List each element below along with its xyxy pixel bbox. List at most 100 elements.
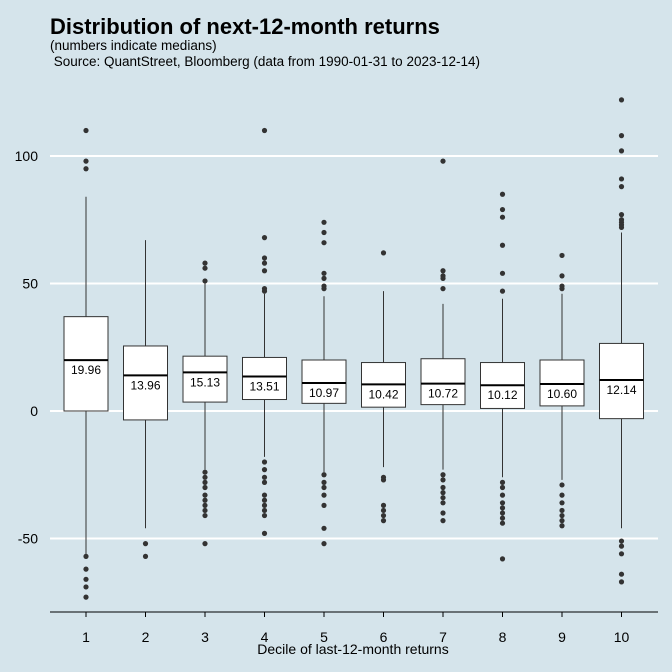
outlier-point — [618, 579, 625, 585]
box-iqr — [63, 316, 109, 412]
box-group: 10.60 — [539, 252, 585, 529]
outlier-point — [618, 543, 625, 549]
x-tick-label: 10 — [614, 629, 630, 645]
outlier-point — [499, 288, 506, 294]
outlier-point — [499, 206, 506, 213]
outlier-point — [261, 288, 268, 294]
median-label: 13.96 — [130, 378, 160, 392]
outlier-point — [321, 541, 327, 547]
outlier-point — [559, 286, 565, 292]
outlier-point — [261, 474, 268, 480]
x-tick-label: 4 — [261, 629, 269, 645]
outlier-point — [83, 166, 89, 172]
outlier-point — [261, 127, 268, 134]
outlier-point — [559, 482, 565, 488]
box-group: 10.42 — [361, 250, 406, 524]
outlier-point — [202, 484, 208, 491]
outlier-point — [321, 484, 327, 491]
outlier-point — [321, 286, 327, 292]
outlier-point — [321, 472, 327, 478]
outlier-point — [380, 477, 387, 483]
outlier-point — [559, 492, 565, 498]
outlier-point — [618, 176, 625, 182]
box-group: 12.14 — [599, 97, 644, 585]
outlier-point — [559, 507, 565, 514]
x-tick-label: 8 — [499, 629, 507, 645]
median-label: 10.12 — [487, 388, 517, 402]
outlier-point — [202, 479, 208, 485]
outlier-point — [559, 518, 565, 524]
outlier-point — [83, 566, 89, 572]
outlier-point — [202, 260, 208, 266]
outlier-point — [202, 492, 208, 498]
outlier-point — [559, 273, 565, 279]
outlier-point — [380, 507, 387, 514]
outlier-point — [261, 492, 268, 498]
outlier-point — [380, 518, 387, 524]
boxes: 19.96 13.96 15.13 13.51 10.97 10.42 10.72 10.12… — [63, 97, 644, 600]
outlier-point — [559, 252, 565, 259]
box-iqr — [242, 356, 287, 401]
outlier-point — [83, 576, 89, 582]
outlier-point — [440, 275, 446, 281]
outlier-point — [618, 538, 625, 544]
chart-title: Distribution of next-12-month returns — [50, 14, 440, 39]
outlier-point — [261, 467, 268, 473]
outlier-point — [440, 490, 446, 496]
outlier-point — [261, 507, 268, 514]
outlier-point — [559, 512, 565, 519]
outlier-point — [440, 518, 446, 524]
box-iqr — [539, 359, 585, 407]
outlier-point — [499, 479, 506, 485]
y-tick-label: 50 — [22, 276, 38, 292]
box-group: 10.97 — [301, 219, 347, 547]
outlier-point — [618, 551, 625, 557]
outlier-point — [261, 502, 268, 508]
x-tick-label: 2 — [142, 629, 150, 645]
outlier-point — [321, 492, 327, 498]
x-tick-label: 7 — [439, 629, 447, 645]
box-group: 19.96 — [63, 127, 109, 600]
box-group: 15.13 — [182, 260, 228, 547]
outlier-point — [261, 235, 268, 241]
median-label: 10.72 — [428, 387, 458, 401]
outlier-point — [440, 477, 446, 483]
outlier-point — [618, 148, 625, 154]
outlier-point — [321, 275, 327, 281]
y-tick-label: 0 — [30, 403, 38, 419]
box-group: 10.72 — [420, 158, 466, 524]
outlier-point — [142, 541, 149, 547]
outlier-point — [380, 250, 387, 256]
x-tick-label: 5 — [320, 629, 328, 645]
outlier-point — [618, 97, 625, 103]
outlier-point — [261, 479, 268, 485]
y-axis-tick-labels: -50 0 50 100 — [15, 148, 39, 547]
outlier-point — [202, 541, 208, 547]
median-label: 10.97 — [309, 386, 339, 400]
outlier-point — [202, 474, 208, 480]
outlier-point — [618, 571, 625, 577]
x-tick-label: 6 — [380, 629, 388, 645]
outlier-point — [380, 502, 387, 508]
box-iqr — [301, 359, 347, 404]
outlier-point — [618, 184, 625, 190]
outlier-point — [202, 265, 208, 271]
outlier-point — [499, 191, 506, 197]
outlier-point — [559, 523, 565, 529]
x-axis-label: Decile of last-12-month returns — [257, 641, 449, 657]
box-iqr — [420, 358, 466, 406]
median-label: 10.42 — [368, 387, 398, 401]
x-tick-label: 3 — [201, 629, 209, 645]
outlier-point — [321, 502, 327, 508]
outlier-point — [321, 525, 327, 531]
outlier-point — [261, 255, 268, 261]
outlier-point — [440, 472, 446, 478]
outlier-point — [202, 512, 208, 519]
outlier-point — [440, 158, 446, 164]
outlier-point — [83, 127, 89, 134]
outlier-point — [83, 553, 89, 559]
outlier-point — [440, 484, 446, 491]
outlier-point — [499, 510, 506, 516]
outlier-point — [321, 479, 327, 485]
